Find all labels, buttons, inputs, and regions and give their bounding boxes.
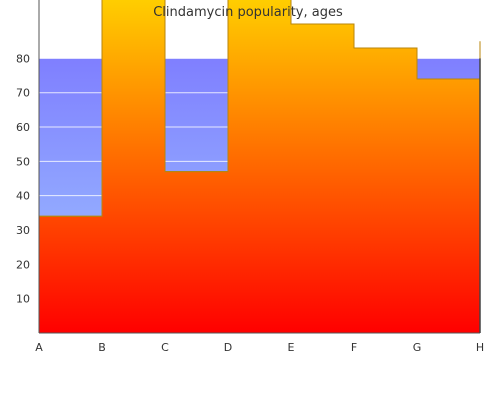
axes: 10 20 30 40 50 60 70 80 A B C D E F G H bbox=[16, 0, 484, 354]
x-tick-label: E bbox=[288, 341, 295, 354]
chart-title: Clindamycin popularity, ages bbox=[153, 5, 343, 20]
x-tick-label: B bbox=[98, 341, 106, 354]
x-tick-label: H bbox=[476, 341, 484, 354]
y-tick-label: 80 bbox=[16, 52, 30, 65]
y-tick-label: 10 bbox=[16, 293, 30, 306]
y-tick-label: 30 bbox=[16, 224, 30, 237]
y-tick-label: 40 bbox=[16, 190, 30, 203]
front-series-area bbox=[39, 0, 481, 333]
x-tick-label: G bbox=[413, 341, 422, 354]
y-tick-label: 70 bbox=[16, 87, 30, 100]
y-tick-label: 20 bbox=[16, 258, 30, 271]
plot-area bbox=[39, 0, 481, 333]
x-tick-label: C bbox=[161, 341, 169, 354]
x-tick-label: D bbox=[224, 341, 232, 354]
x-tick-label: F bbox=[351, 341, 357, 354]
x-tick-label: A bbox=[35, 341, 43, 354]
y-tick-label: 60 bbox=[16, 121, 30, 134]
y-tick-label: 50 bbox=[16, 155, 30, 168]
